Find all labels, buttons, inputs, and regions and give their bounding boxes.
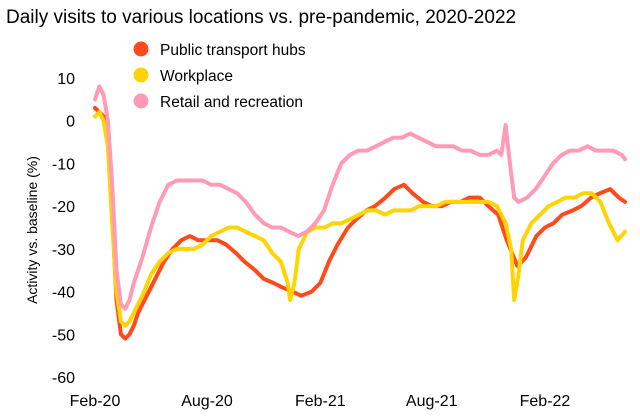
x-tick-label: Feb-20: [70, 393, 121, 410]
y-tick-label: -30: [52, 242, 75, 259]
y-tick-label: -10: [52, 156, 75, 173]
x-tick-label: Feb-22: [520, 393, 571, 410]
x-tick-label: Aug-21: [406, 393, 458, 410]
y-tick-label: -60: [52, 370, 75, 387]
y-tick-label: -40: [52, 285, 75, 302]
y-axis-label: Activity vs. baseline (%): [24, 156, 40, 304]
x-tick-label: Aug-20: [181, 393, 233, 410]
y-axis: 10 0 -10 -20 -30 -40 -50 -60: [52, 71, 75, 387]
y-tick-label: 0: [66, 114, 75, 131]
legend-label: Public transport hubs: [160, 42, 306, 59]
y-tick-label: -20: [52, 199, 75, 216]
chart-title: Daily visits to various locations vs. pr…: [6, 7, 516, 28]
legend-label: Retail and recreation: [160, 94, 303, 111]
legend-marker: [133, 93, 149, 109]
legend-marker: [133, 67, 149, 83]
legend-marker: [133, 41, 149, 57]
legend-label: Workplace: [160, 68, 233, 85]
x-tick-label: Feb-21: [295, 393, 346, 410]
series-line: [93, 110, 627, 328]
y-tick-label: -50: [52, 327, 75, 344]
y-tick-label: 10: [57, 71, 75, 88]
series-line: [93, 105, 627, 341]
legend: Public transport hubs Workplace Retail and…: [133, 41, 306, 111]
x-axis: Feb-20 Aug-20 Feb-21 Aug-21 Feb-22: [70, 393, 571, 410]
series-line: [93, 84, 627, 311]
series-lines: [93, 84, 627, 341]
